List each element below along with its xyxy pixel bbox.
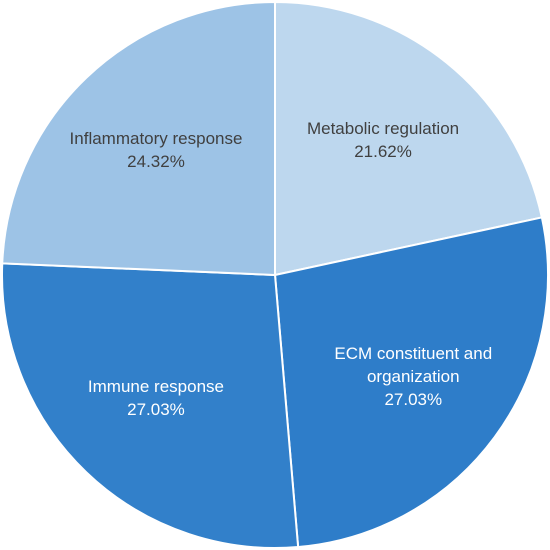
pie-labels: Metabolic regulation 21.62% ECM constituen… xyxy=(70,119,493,419)
slice-category-label: Inflammatory response xyxy=(70,129,243,148)
slice-category-label: Immune response xyxy=(88,377,224,396)
slice-label-2: Immune response 27.03% xyxy=(88,377,224,419)
slice-percent-label: 27.03% xyxy=(127,400,185,419)
slice-percent-label: 24.32% xyxy=(127,152,185,171)
slice-category-label: organization xyxy=(367,367,460,386)
slice-category-label: Metabolic regulation xyxy=(307,119,459,138)
slice-percent-label: 27.03% xyxy=(384,390,442,409)
slice-category-label: ECM constituent and xyxy=(334,344,492,363)
pie-slice-2 xyxy=(1,262,300,549)
pie-slice-1 xyxy=(273,216,549,549)
pie-slice-3 xyxy=(1,0,276,277)
slice-label-1: ECM constituent and organization 27.03% xyxy=(334,344,492,409)
slice-percent-label: 21.62% xyxy=(354,142,412,161)
slice-label-0: Metabolic regulation 21.62% xyxy=(307,119,459,161)
slice-label-3: Inflammatory response 24.32% xyxy=(70,129,243,171)
pie-slice-0 xyxy=(274,0,544,277)
